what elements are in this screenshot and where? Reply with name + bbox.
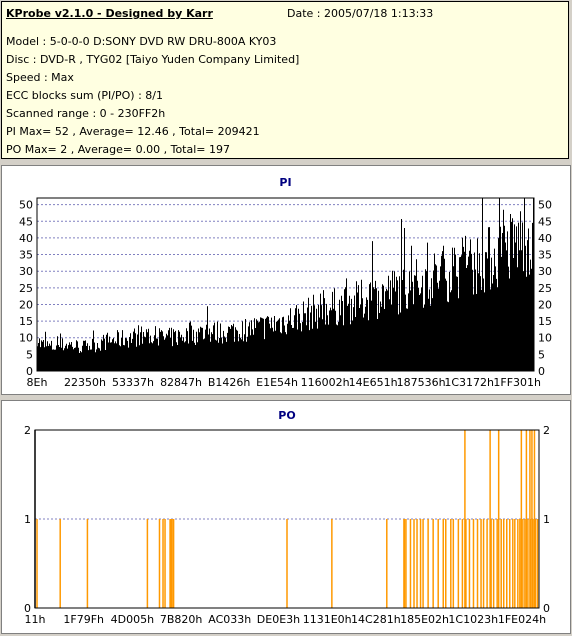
pi-ytick-left-5: 25 (19, 282, 33, 295)
pi-ytick-right-0: 0 (538, 365, 545, 378)
po-xtick-1: 1F79Fh (63, 613, 104, 626)
pi-xtick-8: 187536h (397, 376, 446, 389)
po-chart-title: PO (278, 409, 295, 422)
info-range: Scanned range : 0 - 230FF2h (6, 107, 166, 120)
pi-xtick-2: 53337h (112, 376, 154, 389)
pi-xtick-7: 14E651h (349, 376, 398, 389)
po-ytick-left-0: 0 (24, 602, 31, 615)
po-xtick-2: 4D005h (111, 613, 154, 626)
po-xtick-8: 185E02h (400, 613, 449, 626)
pi-xtick-10: 1FF301h (493, 376, 541, 389)
pi-xtick-5: E1E54h (256, 376, 298, 389)
pi-xtick-3: 82847h (160, 376, 202, 389)
pi-xtick-1: 22350h (64, 376, 106, 389)
pi-xtick-6: 116002h (301, 376, 350, 389)
scan-date: Date : 2005/07/18 1:13:33 (287, 7, 434, 20)
info-po-stats: PO Max= 2 , Average= 0.00 , Total= 197 (6, 143, 230, 156)
info-pi-stats: PI Max= 52 , Average= 12.46 , Total= 209… (6, 125, 260, 138)
po-xtick-9: 1C1023h (448, 613, 498, 626)
pi-xtick-4: B1426h (208, 376, 251, 389)
pi-ytick-left-4: 20 (19, 298, 33, 311)
po-chart-panel: PO 0 0 1 1 2 2 11h 1F79Fh 4D005h 7B820h AC033h DE0E3… (1, 400, 571, 634)
pi-ytick-right-5: 25 (538, 282, 552, 295)
pi-ytick-left-1: 5 (26, 348, 33, 361)
info-speed: Speed : Max (6, 71, 74, 84)
pi-ytick-left-9: 45 (19, 215, 33, 228)
po-plot-frame (34, 429, 540, 609)
po-xtick-5: DE0E3h (257, 613, 300, 626)
pi-ytick-left-0: 0 (26, 365, 33, 378)
po-xtick-10: 1FE024h (498, 613, 546, 626)
pi-ytick-left-2: 10 (19, 332, 33, 345)
po-ytick-left-1: 1 (24, 513, 31, 526)
pi-plot-frame (36, 197, 535, 372)
pi-chart: PI 0 0 5 5 10 10 15 15 20 20 25 25 30 30 35 35 40 40 45 45 50… (19, 176, 552, 389)
pi-ytick-right-3: 15 (538, 315, 552, 328)
pi-ytick-left-6: 30 (19, 265, 33, 278)
pi-ytick-right-6: 30 (538, 265, 552, 278)
po-ytick-right-2: 2 (543, 424, 550, 437)
pi-xtick-9: 1C3172h (444, 376, 494, 389)
pi-chart-panel: PI 0 0 5 5 10 10 15 15 20 20 25 25 30 30 35 35 40 40 45 45 50… (1, 165, 571, 395)
pi-ytick-right-8: 40 (538, 232, 552, 245)
po-xtick-0: 11h (25, 613, 46, 626)
pi-ytick-right-7: 35 (538, 249, 552, 262)
pi-ytick-right-9: 45 (538, 215, 552, 228)
app-title: KProbe v2.1.0 - Designed by Karr (6, 7, 213, 20)
po-xtick-4: AC033h (208, 613, 251, 626)
po-xtick-3: 7B820h (160, 613, 203, 626)
pi-series (37, 198, 534, 371)
pi-chart-title: PI (279, 176, 291, 189)
pi-ytick-right-2: 10 (538, 332, 552, 345)
pi-ytick-left-3: 15 (19, 315, 33, 328)
po-chart: PO 0 0 1 1 2 2 11h 1F79Fh 4D005h 7B820h AC033h DE0E3… (24, 409, 550, 626)
info-panel: KProbe v2.1.0 - Designed by Karr Date : … (1, 1, 569, 159)
info-disc: Disc : DVD-R , TYG02 [Taiyo Yuden Compan… (6, 53, 300, 66)
pi-ytick-left-8: 40 (19, 232, 33, 245)
po-ytick-right-1: 1 (543, 513, 550, 526)
po-ytick-right-0: 0 (543, 602, 550, 615)
info-ecc: ECC blocks sum (PI/PO) : 8/1 (6, 89, 163, 102)
pi-ytick-right-4: 20 (538, 298, 552, 311)
pi-ytick-right-1: 5 (538, 348, 545, 361)
info-model: Model : 5-0-0-0 D:SONY DVD RW DRU-800A K… (6, 35, 277, 48)
po-ytick-left-2: 2 (24, 424, 31, 437)
po-xtick-7: 14C281h (351, 613, 401, 626)
po-xtick-6: 1131E0h (303, 613, 352, 626)
pi-xtick-0: 8Eh (27, 376, 48, 389)
pi-ytick-left-10: 50 (19, 199, 33, 212)
pi-ytick-right-10: 50 (538, 199, 552, 212)
pi-ytick-left-7: 35 (19, 249, 33, 262)
